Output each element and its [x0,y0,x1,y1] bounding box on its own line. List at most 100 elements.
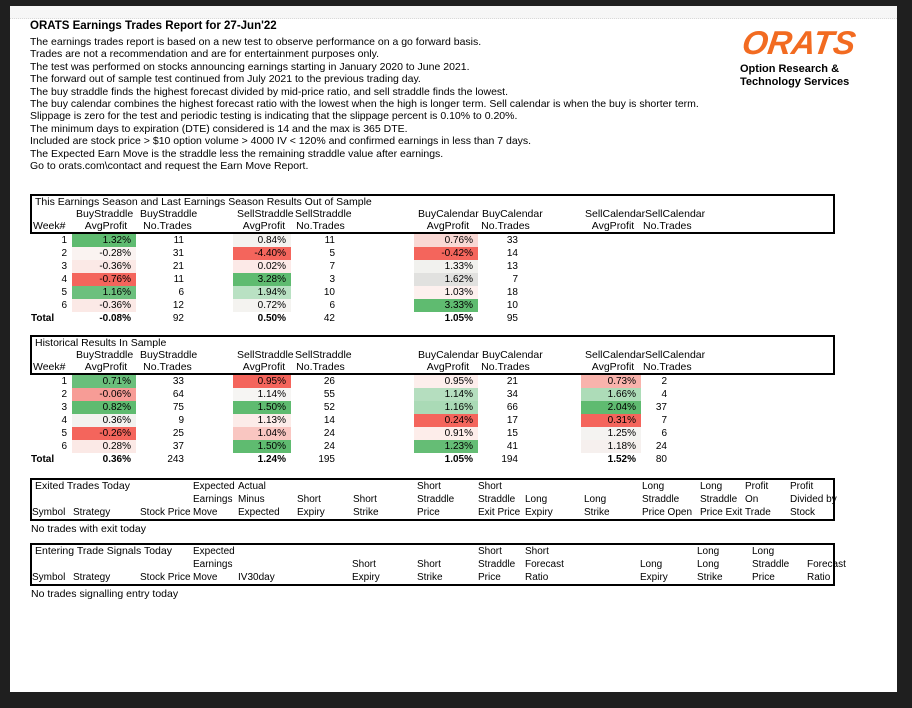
header-column: Short Straddle Price [417,480,478,519]
header-column: Short Expiry [352,545,417,584]
spacer-cell [529,312,581,325]
column-sub-label: No.Trades [481,220,530,232]
spacer-cell [195,375,233,388]
avgprofit-cell [581,234,641,247]
spacer-cell [195,427,233,440]
header-line: Ratio [807,572,831,583]
header-column: Expected Earnings Move [193,480,238,519]
spacer-cell [348,349,416,361]
avgprofit-cell: -0.42% [414,247,478,260]
header-line: Forecast [525,559,564,570]
week-number: 2 [61,389,67,400]
header-column: Expected Earnings Move [193,545,238,584]
spacer-cell [678,440,835,453]
trades-cell: 5 [329,248,335,259]
trades-cell: 194 [501,454,518,465]
intro-line: The buy calendar combines the highest fo… [30,98,699,111]
spacer-cell [346,453,414,466]
header-line [140,493,193,506]
column-group-label: SellStraddle [237,349,294,361]
week-number: 5 [61,287,67,298]
header-column: Actual Minus Expected [238,480,297,519]
header-column: Long Expiry [525,480,584,519]
results-data-row: 1 1.32% 11 0.84% 11 0.76% 33 [30,234,835,247]
week-number: 2 [61,248,67,259]
spacer-cell [195,453,233,466]
logo-tagline: Option Research & Technology Services [732,63,882,88]
spacer-cell [346,299,414,312]
results-data-row: 1 0.71% 33 0.95% 26 0.95% 21 0.73% 2 [30,375,835,388]
spacer-cell [529,388,581,401]
header-line: Strike [697,572,723,583]
column-group-label: BuyStraddle [140,208,198,220]
trades-cell: 9 [178,415,184,426]
results-group-row: BuyStraddle BuyStraddle SellStraddle SellSt… [32,349,833,361]
spacer-cell [529,247,581,260]
avgprofit-cell [581,312,641,325]
spacer-cell [195,273,233,286]
avgprofit-cell: 1.50% [233,440,291,453]
header-line: Forecast [807,559,846,570]
avgprofit-cell: 0.24% [414,414,478,427]
spacer-cell [346,312,414,325]
results-data-row: 3 0.82% 75 1.50% 52 1.16% 66 2.04% 37 [30,401,835,414]
week-number: 1 [61,235,67,246]
trades-cell: 26 [323,376,335,387]
header-line: Long [697,546,720,557]
header-column: Forecast Ratio [807,545,846,584]
header-line: Ratio [525,572,549,583]
header-line: Strategy [73,572,111,583]
results-data-row: 5 1.16% 6 1.94% 10 1.03% 18 [30,286,835,299]
column-sub-label: AvgProfit [426,361,470,373]
header-column: Short Strike [353,480,417,519]
header-line: Short [525,546,549,557]
spacer-cell [678,375,835,388]
header-line: Price [478,572,501,583]
column-group-label: SellCalendar [645,349,706,361]
trades-cell: 7 [661,415,667,426]
results-header-box: This Earnings Season and Last Earnings S… [30,194,835,234]
trades-cell: 21 [506,376,518,387]
header-line: Strike [353,507,379,518]
trades-cell [641,286,678,299]
trades-cell: 4 [661,389,667,400]
header-line: Short [297,494,321,505]
header-line: Expiry [352,572,380,583]
results-total-row: Total -0.08% 92 0.50% 42 1.05% 95 [30,312,835,325]
column-sub-label: No.Trades [643,361,692,373]
out-of-sample-results-table: This Earnings Season and Last Earnings S… [30,194,835,325]
header-line: Trade [745,507,771,518]
spacer-cell [346,375,414,388]
column-sub-label: No.Trades [296,220,345,232]
total-label: Total [31,454,55,465]
column-group-label: BuyStraddle [140,349,198,361]
header-line: Earnings [193,494,233,505]
header-column: Strategy [73,480,140,519]
header-line: Long [752,546,775,557]
avgprofit-cell: 1.05% [444,313,473,324]
signal-header-box: Symbol Strategy Stock Price Expected Earning… [30,478,837,521]
header-line: Short [417,559,441,570]
spacer-cell [680,349,833,361]
header-line [584,480,642,493]
avgprofit-cell [581,299,641,312]
header-column: Long Straddle Price Open [642,480,700,519]
header-line: Straddle [478,494,516,505]
spacer-cell [678,247,835,260]
spacer-cell [531,208,583,220]
spacer-cell [678,401,835,414]
spacer-cell [348,361,416,373]
column-group-label: BuyCalendar [418,349,479,361]
avgprofit-cell: 1.66% [581,388,641,401]
trades-cell: 41 [506,441,518,452]
header-column: Stock Price [140,545,193,584]
column-group-label: SellStraddle [295,349,352,361]
header-line: On [745,494,759,505]
column-group-label: BuyCalendar [418,208,479,220]
trades-cell: 15 [506,428,518,439]
spacer-cell [348,220,416,232]
spacer-cell [195,414,233,427]
header-line: Stock [790,507,816,518]
trades-cell: 6 [661,428,667,439]
week-number: 3 [61,261,67,272]
